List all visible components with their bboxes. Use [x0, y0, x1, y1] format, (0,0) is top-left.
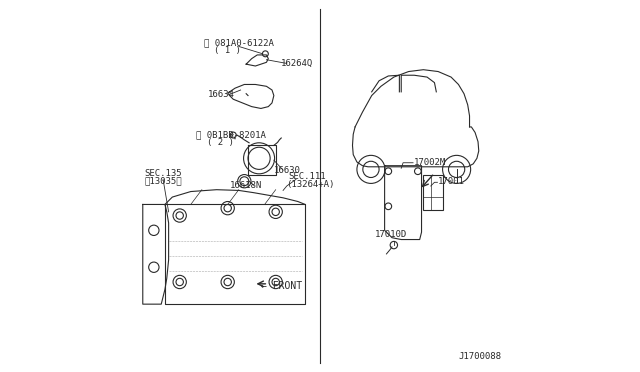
Text: Ⓑ 0B1BB-8201A: Ⓑ 0B1BB-8201A: [196, 131, 266, 140]
Text: 17010D: 17010D: [374, 230, 407, 239]
Text: J1700088: J1700088: [458, 352, 502, 361]
Text: SEC.135: SEC.135: [145, 169, 182, 177]
Text: 16630: 16630: [274, 166, 301, 174]
Text: 〈13035〉: 〈13035〉: [145, 176, 182, 185]
Text: SEC.111: SEC.111: [289, 172, 326, 181]
Text: 16634: 16634: [207, 90, 234, 99]
Text: (13264+A): (13264+A): [286, 180, 335, 189]
Text: 17002M: 17002M: [414, 157, 447, 167]
Text: 16618N: 16618N: [230, 181, 262, 190]
Text: ( 1 ): ( 1 ): [214, 46, 241, 55]
Text: ⒱ 081A0-6122A: ⒱ 081A0-6122A: [204, 38, 273, 47]
Text: 16264Q: 16264Q: [280, 59, 313, 68]
Text: 17001: 17001: [438, 177, 465, 186]
Text: ← FRONT: ← FRONT: [261, 281, 302, 291]
Text: ( 2 ): ( 2 ): [207, 138, 234, 147]
